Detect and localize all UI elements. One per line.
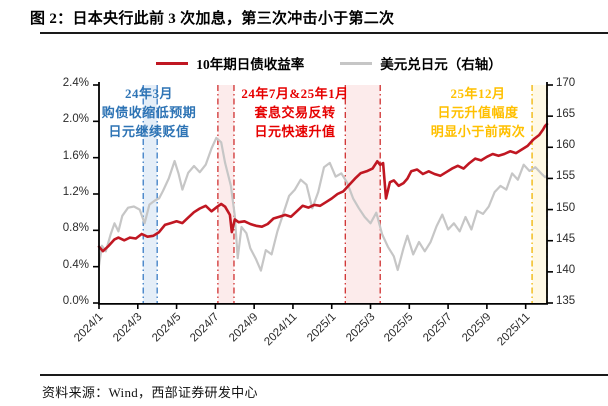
annotation-line: 日元继续贬值 [108, 124, 190, 139]
title-divider [40, 32, 608, 34]
chart-legend: 10年期日债收益率 美元兑日元（右轴） [90, 53, 568, 73]
data-source-note: 资料来源：Wind，西部证券研发中心 [42, 385, 258, 400]
legend-label-jgb-yield: 10年期日债收益率 [196, 57, 305, 72]
figure-title: 图 2：日本央行此前 3 次加息，第三次冲击小于第二次 [30, 11, 395, 27]
legend-label-usdjpy: 美元兑日元（右轴） [380, 57, 502, 72]
highlight-region [217, 85, 234, 303]
gray-line-swatch [340, 61, 373, 65]
annotation-line: 套息交易反转 [254, 105, 336, 120]
annotation-line: 24年7月&25年1月 [241, 86, 349, 101]
annotation-line: 日元快速升值 [254, 124, 336, 139]
annotation-2025-12: 25年12月 日元升值幅度 明显小于前两次 [412, 84, 544, 141]
jgb-yield-line [97, 122, 549, 253]
usdjpy-line [97, 136, 549, 272]
annotation-line: 24年3月 [124, 86, 173, 101]
legend-item-jgb-yield: 10年期日债收益率 [156, 53, 304, 73]
red-line-swatch [156, 61, 189, 65]
footer-divider [40, 374, 608, 376]
annotation-2024-03: 24年3月 购债收缩低预期 日元继续贬值 [93, 84, 205, 141]
annotation-line: 明显小于前两次 [430, 124, 526, 139]
highlight-region [532, 85, 547, 303]
annotation-2024-07-2025-01: 24年7月&25年1月 套息交易反转 日元快速升值 [229, 84, 361, 141]
highlight-region [143, 85, 158, 303]
annotation-line: 日元升值幅度 [437, 105, 519, 120]
annotation-line: 25年12月 [450, 86, 506, 101]
legend-item-usdjpy: 美元兑日元（右轴） [340, 53, 502, 73]
annotation-line: 购债收缩低预期 [101, 105, 197, 120]
